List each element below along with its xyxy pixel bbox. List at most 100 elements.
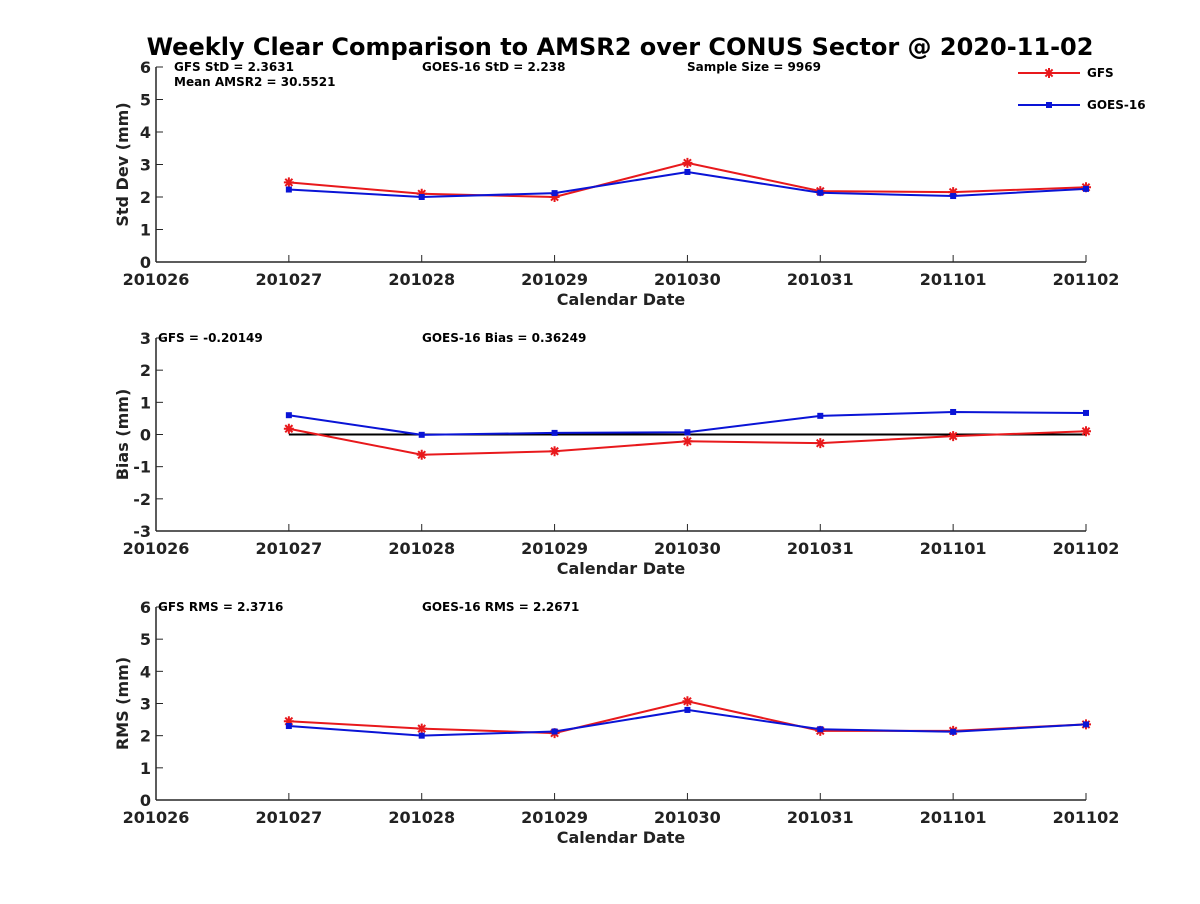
subplot-3: 0 1 2 3 4 5 6 201026 201027 201028 201029 201030 201… — [113, 598, 1119, 847]
subplot-1: 0 1 2 3 4 5 6 201026 201027 201028 201029 201030 201… — [113, 58, 1119, 309]
x-tick-label: 201027 — [255, 808, 322, 827]
x-tick-label: 201026 — [123, 808, 190, 827]
data-point-goes16 — [551, 728, 558, 735]
data-point-gfs — [283, 716, 294, 727]
x-tick-label: 201029 — [521, 270, 588, 289]
data-point-goes16 — [285, 186, 292, 193]
x-tick-label: 201102 — [1053, 539, 1120, 558]
y-tick-label: 1 — [140, 393, 151, 412]
x-tick-label: 201102 — [1053, 808, 1120, 827]
x-tick-label: 201026 — [123, 539, 190, 558]
x-tick-label: 201101 — [920, 270, 987, 289]
y-tick-label: 4 — [140, 123, 151, 142]
goes16-stat-annotation: GOES-16 RMS = 2.2671 — [422, 600, 579, 614]
series-line-gfs — [288, 161, 1087, 199]
x-axis-label: Calendar Date — [557, 559, 686, 578]
data-point-goes16 — [950, 728, 957, 735]
y-tick-label: 5 — [140, 91, 151, 110]
y-tick-label: 2 — [140, 188, 151, 207]
x-tick-label: 201026 — [123, 270, 190, 289]
x-tick-label: 201031 — [787, 270, 854, 289]
data-point-gfs — [1081, 426, 1091, 437]
x-axis-label: Calendar Date — [557, 290, 686, 309]
data-point-gfs — [682, 436, 693, 447]
y-axis-label: Std Dev (mm) — [113, 102, 132, 226]
data-point-gfs — [815, 438, 826, 449]
gfs-stat-annotation: GFS = -0.20149 — [158, 331, 263, 345]
x-tick-label: 201102 — [1053, 270, 1120, 289]
x-tick-label: 201030 — [654, 270, 721, 289]
y-tick-label: 0 — [140, 426, 151, 445]
data-point-goes16 — [285, 412, 292, 419]
x-tick-label: 201029 — [521, 539, 588, 558]
data-point-gfs — [283, 423, 294, 434]
data-point-goes16 — [418, 431, 425, 438]
data-point-gfs — [948, 187, 959, 198]
y-tick-label: -2 — [133, 490, 151, 509]
gfs-stat-annotation: GFS RMS = 2.3716 — [158, 600, 283, 614]
legend-marker-gfs — [1044, 68, 1054, 78]
data-point-goes16 — [418, 732, 425, 739]
x-axis-label: Calendar Date — [557, 828, 686, 847]
data-point-gfs — [416, 188, 427, 199]
x-tick-label: 201101 — [920, 539, 987, 558]
sample-size-annotation: Sample Size = 9969 — [687, 60, 821, 74]
x-tick-label: 201028 — [388, 808, 455, 827]
y-tick-label: 3 — [140, 329, 151, 348]
series-line-goes16 — [288, 708, 1087, 737]
y-tick-label: 2 — [140, 361, 151, 380]
x-tick-label: 201028 — [388, 270, 455, 289]
data-point-gfs — [549, 192, 560, 202]
x-tick-label: 201028 — [388, 539, 455, 558]
legend-label-goes16: GOES-16 — [1087, 98, 1146, 112]
y-tick-label: 2 — [140, 727, 151, 746]
x-tick-label: 201029 — [521, 808, 588, 827]
y-tick-label: -1 — [133, 458, 151, 477]
x-tick-label: 201031 — [787, 539, 854, 558]
data-point-gfs — [948, 431, 959, 442]
x-tick-label: 201031 — [787, 808, 854, 827]
data-point-goes16 — [551, 429, 558, 436]
y-tick-label: 1 — [140, 221, 151, 240]
x-tick-label: 201027 — [255, 270, 322, 289]
subplot-2: -3 -2 -1 0 1 2 3 201026 201027 201028 201029 201030… — [113, 329, 1119, 578]
data-point-goes16 — [418, 194, 425, 200]
legend-label-gfs: GFS — [1087, 66, 1114, 80]
data-point-goes16 — [1083, 185, 1089, 192]
data-point-goes16 — [285, 723, 292, 730]
y-tick-label: 6 — [140, 58, 151, 77]
chart-title: Weekly Clear Comparison to AMSR2 over CO… — [147, 33, 1094, 61]
data-point-gfs — [283, 177, 294, 188]
legend: GFS GOES-16 — [1018, 66, 1146, 112]
data-point-goes16 — [551, 190, 558, 197]
y-tick-label: 3 — [140, 156, 151, 175]
data-point-goes16 — [950, 408, 957, 415]
y-tick-label: -3 — [133, 522, 151, 541]
y-tick-label: 1 — [140, 759, 151, 778]
y-tick-label: 3 — [140, 695, 151, 714]
data-point-goes16 — [1083, 409, 1089, 416]
y-tick-label: 6 — [140, 598, 151, 617]
data-point-goes16 — [684, 168, 691, 175]
data-point-gfs — [416, 723, 427, 734]
data-point-goes16 — [817, 189, 824, 196]
data-point-goes16 — [817, 726, 824, 733]
x-tick-label: 201101 — [920, 808, 987, 827]
data-point-gfs — [549, 446, 560, 457]
x-tick-label: 201030 — [654, 808, 721, 827]
legend-marker-goes16 — [1046, 102, 1052, 108]
y-tick-label: 0 — [140, 791, 151, 810]
y-axis-label: Bias (mm) — [113, 389, 132, 481]
y-tick-label: 5 — [140, 630, 151, 649]
y-tick-label: 4 — [140, 662, 151, 681]
data-point-goes16 — [684, 706, 691, 713]
data-point-gfs — [682, 696, 693, 707]
data-point-gfs — [416, 449, 427, 460]
data-point-goes16 — [684, 429, 691, 436]
data-point-goes16 — [817, 412, 824, 419]
y-axis-label: RMS (mm) — [113, 657, 132, 750]
data-point-gfs — [682, 157, 693, 168]
mean-amsr2-annotation: Mean AMSR2 = 30.5521 — [174, 75, 335, 89]
